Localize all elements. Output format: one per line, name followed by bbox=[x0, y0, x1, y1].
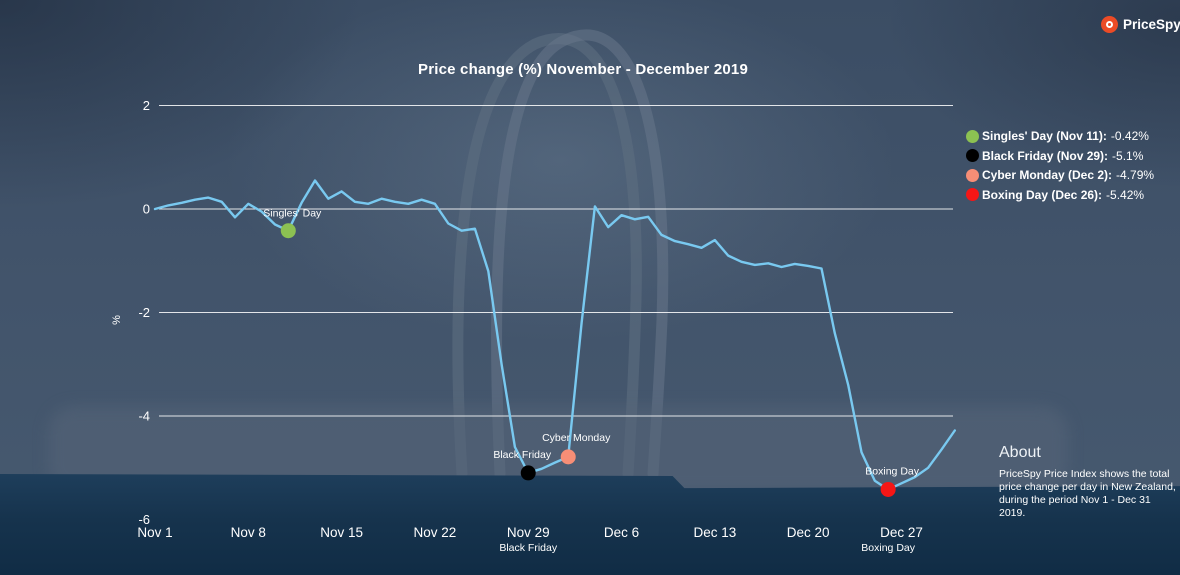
x-tick-sublabel: Black Friday bbox=[499, 542, 558, 554]
legend-dot bbox=[966, 168, 979, 182]
about-text: PriceSpy Price Index shows the total pric… bbox=[999, 468, 1177, 520]
marker-dot-black-friday bbox=[520, 465, 536, 481]
bag-handle-back bbox=[452, 33, 642, 480]
x-tick-label: Dec 27 bbox=[880, 525, 923, 540]
y-tick-label: -2 bbox=[138, 305, 150, 320]
about-text-line: PriceSpy Price Index shows the total bbox=[999, 468, 1170, 480]
bag-handle-front bbox=[491, 29, 669, 480]
legend-value: -5.42% bbox=[1106, 187, 1145, 202]
marker-label-singles-day: Singles' Day bbox=[263, 208, 322, 220]
marker-label-boxing-day: Boxing Day bbox=[865, 465, 919, 477]
legend: Singles' Day (Nov 11): -0.42% Black Friday… bbox=[966, 129, 1154, 207]
about-section: About PriceSpy Price Index shows the tot… bbox=[999, 444, 1177, 520]
legend-value: -5.1% bbox=[1112, 148, 1144, 163]
legend-item: Black Friday (Nov 29): -5.1% bbox=[966, 149, 1154, 163]
chart-title: Price change (%) November - December 201… bbox=[417, 61, 748, 78]
marker-label-cyber-monday: Cyber Monday bbox=[542, 432, 611, 444]
about-heading: About bbox=[999, 444, 1041, 461]
legend-label: Black Friday (Nov 29): bbox=[982, 148, 1109, 163]
pricespy-logo: PriceSpy bbox=[1101, 16, 1180, 33]
about-text-line: price change per day in New Zealand, bbox=[999, 481, 1176, 493]
y-tick-label: 0 bbox=[143, 202, 150, 217]
pricespy-logo-text: PriceSpy bbox=[1123, 17, 1180, 32]
legend-label: Singles' Day (Nov 11): bbox=[982, 129, 1107, 143]
x-tick-label: Nov 22 bbox=[414, 525, 457, 540]
about-text-line: during the period Nov 1 - Dec 31 2019. bbox=[999, 494, 1151, 519]
marker-dot-singles-day bbox=[280, 223, 296, 239]
marker-label-black-friday: Black Friday bbox=[493, 449, 552, 461]
legend-item: Cyber Monday (Dec 2): -4.79% bbox=[966, 168, 1154, 182]
shopping-bag-body bbox=[0, 474, 1180, 575]
legend-value: -0.42% bbox=[1110, 129, 1149, 143]
x-tick-label: Nov 8 bbox=[231, 525, 266, 540]
legend-item: Boxing Day (Dec 26): -5.42% bbox=[966, 188, 1154, 202]
pricespy-logo-lens-icon bbox=[1106, 21, 1113, 28]
x-tick-label: Dec 20 bbox=[787, 525, 830, 540]
x-tick-label: Nov 29 bbox=[507, 525, 550, 540]
marker-dot-cyber-monday bbox=[560, 449, 576, 465]
legend-value: -4.79% bbox=[1116, 168, 1155, 182]
legend-dot bbox=[966, 188, 979, 201]
legend-label: Boxing Day (Dec 26): bbox=[982, 187, 1103, 202]
legend-label: Cyber Monday (Dec 2): bbox=[982, 168, 1113, 182]
y-tick-label: -6 bbox=[138, 512, 150, 527]
x-tick-label: Nov 1 bbox=[137, 525, 172, 540]
y-tick-label: -4 bbox=[138, 409, 150, 424]
legend-item: Singles' Day (Nov 11): -0.42% bbox=[966, 129, 1154, 143]
x-tick-label: Nov 15 bbox=[320, 525, 363, 540]
legend-dot bbox=[966, 129, 979, 143]
marker-dot-boxing-day bbox=[880, 481, 896, 497]
x-tick-label: Dec 6 bbox=[604, 525, 639, 540]
y-tick-label: 2 bbox=[143, 98, 150, 113]
pricespy-logo-icon bbox=[1101, 16, 1118, 33]
x-tick-sublabel: Boxing Day bbox=[861, 542, 915, 554]
legend-dot bbox=[966, 149, 979, 162]
x-tick-label: Dec 13 bbox=[693, 525, 736, 540]
